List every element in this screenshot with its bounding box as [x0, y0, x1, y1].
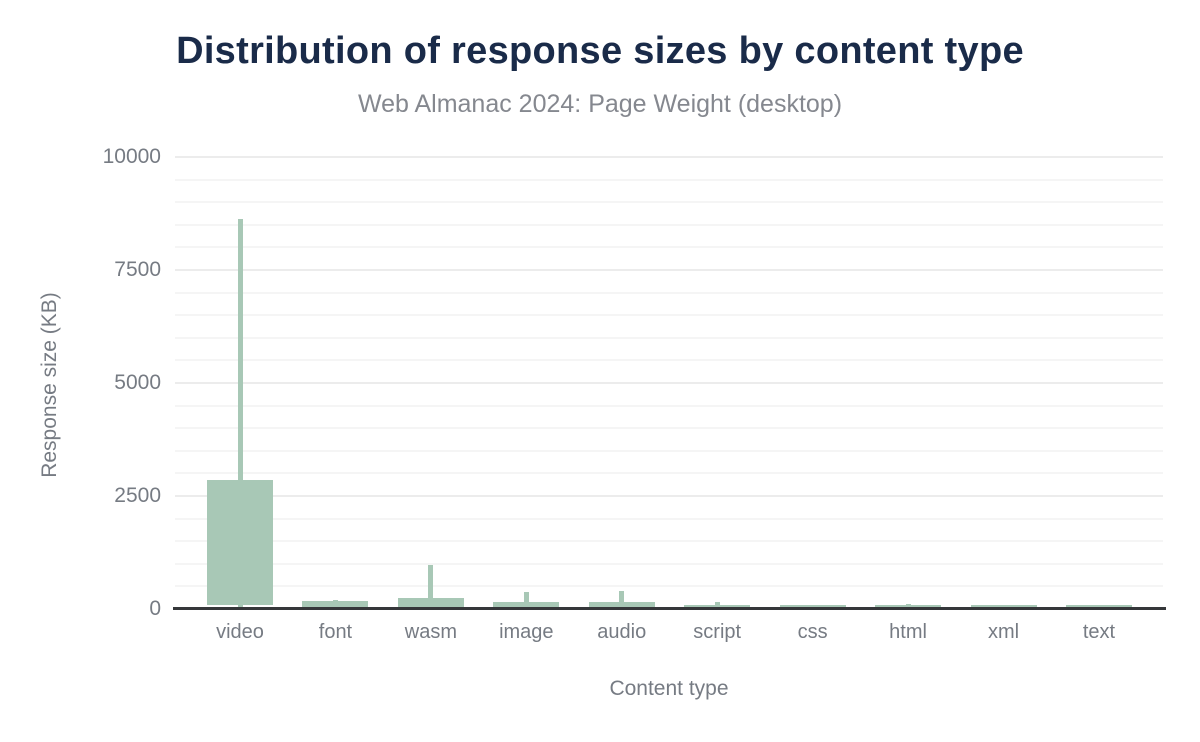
- minor-gridline: [175, 178, 1163, 181]
- x-tick-label-audio: audio: [597, 621, 647, 643]
- box-image: [493, 601, 560, 609]
- x-axis-label: Content type: [609, 677, 729, 700]
- y-tick-label: 7500: [114, 258, 161, 281]
- x-tick-label-wasm: wasm: [404, 621, 457, 643]
- major-gridline: [175, 269, 1163, 271]
- minor-gridline: [175, 314, 1163, 317]
- box-text: [1065, 604, 1132, 609]
- minor-gridline: [175, 291, 1163, 294]
- x-tick-label-video: video: [216, 621, 264, 643]
- box-font: [302, 601, 369, 609]
- minor-gridline: [175, 223, 1163, 226]
- box-wasm: [397, 598, 464, 609]
- x-tick-label-xml: xml: [987, 621, 1020, 643]
- x-tick-label-image: image: [499, 621, 554, 643]
- box-video: [207, 479, 273, 605]
- minor-gridline: [175, 517, 1163, 520]
- whisker-audio: [619, 590, 625, 609]
- whisker-video: [237, 218, 243, 609]
- x-tick-label-text: text: [1082, 621, 1116, 643]
- y-tick-label: 5000: [114, 371, 161, 394]
- plot-area: 0 2500 5000 7500 10000 video font wasm image audi…: [103, 145, 1166, 643]
- whisker-image: [523, 592, 529, 609]
- minor-gridline: [175, 449, 1163, 452]
- x-tick-label-html: html: [889, 621, 927, 643]
- x-tick-label-script: script: [693, 621, 742, 643]
- minor-gridline: [175, 404, 1163, 407]
- whisker-wasm: [428, 565, 434, 609]
- minor-gridline: [175, 336, 1163, 339]
- minor-gridline: [175, 246, 1163, 249]
- minor-gridline: [175, 201, 1163, 204]
- minor-gridline: [175, 359, 1163, 362]
- box-audio: [588, 601, 655, 609]
- major-gridline: [175, 495, 1163, 497]
- y-tick-label: 2500: [114, 484, 161, 507]
- chart-subtitle: Web Almanac 2024: Page Weight (desktop): [357, 90, 843, 118]
- y-axis-label: Response size (KB): [38, 292, 61, 478]
- chart-title: Distribution of response sizes by conten…: [176, 30, 1024, 72]
- minor-gridline: [175, 562, 1163, 565]
- y-tick-label: 10000: [102, 145, 161, 168]
- box-xml: [970, 604, 1037, 609]
- x-tick-label-css: css: [797, 621, 828, 643]
- minor-gridline: [175, 427, 1163, 430]
- minor-gridline: [175, 540, 1163, 543]
- box-script: [684, 604, 751, 609]
- major-gridline: [175, 382, 1163, 384]
- major-gridline: [175, 156, 1163, 158]
- minor-gridline: [175, 585, 1163, 588]
- x-axis-line: [173, 607, 1166, 610]
- y-tick-label: 0: [149, 597, 161, 620]
- x-tick-label-font: font: [318, 621, 353, 643]
- minor-gridline: [175, 472, 1163, 475]
